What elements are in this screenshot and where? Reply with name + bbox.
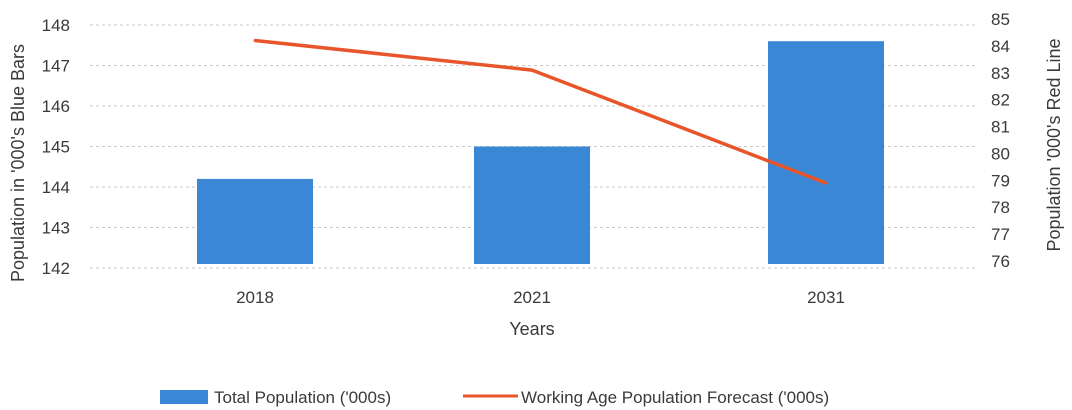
- line-point-2031: [824, 181, 828, 185]
- bar-2018: [197, 178, 313, 264]
- legend-swatch-bars: [160, 390, 208, 404]
- left-tick-label: 146: [42, 97, 70, 116]
- x-tick-label: 2018: [236, 288, 274, 307]
- right-tick-label: 79: [991, 171, 1010, 190]
- right-tick-label: 85: [991, 10, 1010, 29]
- right-axis-title: Population '000's Red Line: [1044, 38, 1064, 251]
- bar-2031: [768, 41, 884, 265]
- right-tick-label: 81: [991, 118, 1010, 137]
- x-tick-label: 2031: [807, 288, 845, 307]
- right-tick-label: 84: [991, 37, 1010, 56]
- line-point-2018: [253, 39, 257, 43]
- right-tick-label: 80: [991, 144, 1010, 163]
- legend-label-bars: Total Population ('000s): [214, 388, 391, 407]
- left-tick-label: 144: [42, 178, 70, 197]
- forecast-line-layer: [253, 38, 828, 185]
- left-tick-label: 143: [42, 219, 70, 238]
- x-tick-label: 2021: [513, 288, 551, 307]
- left-tick-label: 147: [42, 57, 70, 76]
- x-axis-title: Years: [509, 319, 554, 339]
- left-axis-title: Population in '000's Blue Bars: [8, 44, 28, 282]
- right-tick-label: 78: [991, 198, 1010, 217]
- right-tick-label: 77: [991, 225, 1010, 244]
- left-tick-label: 148: [42, 16, 70, 35]
- legend-label-line: Working Age Population Forecast ('000s): [521, 388, 829, 407]
- right-tick-label: 83: [991, 64, 1010, 83]
- left-axis-ticks: 142 143 144 145 146 147 148: [42, 16, 70, 278]
- x-axis-ticks: 2018 2021 2031: [236, 288, 845, 307]
- left-tick-label: 145: [42, 138, 70, 157]
- line-point-2021: [530, 68, 534, 72]
- bars: [197, 41, 884, 265]
- right-tick-label: 82: [991, 91, 1010, 110]
- legend: Total Population ('000s) Working Age Pop…: [160, 388, 829, 407]
- left-tick-label: 142: [42, 259, 70, 278]
- right-axis-ticks: 76 77 78 79 80 81 82 83 84 85: [991, 10, 1010, 271]
- right-tick-label: 76: [991, 252, 1010, 271]
- bar-2021: [474, 146, 590, 264]
